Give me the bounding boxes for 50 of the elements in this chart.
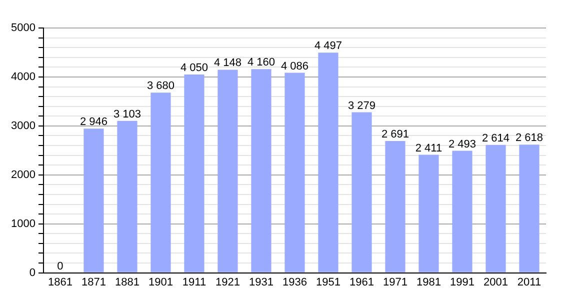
bar xyxy=(84,128,104,272)
x-tick-label: 2011 xyxy=(517,276,542,288)
bar xyxy=(519,144,540,272)
bar xyxy=(318,52,338,272)
x-tick-label: 1951 xyxy=(316,276,340,288)
bar xyxy=(452,150,472,272)
bar xyxy=(218,70,238,272)
data-label: 4 148 xyxy=(214,57,242,70)
data-label: 2 614 xyxy=(482,132,510,144)
data-label: 3 103 xyxy=(113,108,141,120)
x-tick-label: 1881 xyxy=(114,276,140,288)
data-label: 2 411 xyxy=(415,142,442,154)
x-tick-label: 1871 xyxy=(81,276,106,288)
bar xyxy=(284,72,305,272)
x-tick-label: 2001 xyxy=(484,276,508,288)
data-label: 2 618 xyxy=(515,132,544,144)
data-label: 4 497 xyxy=(314,40,342,52)
bar xyxy=(150,92,171,272)
x-tick-label: 1961 xyxy=(349,276,374,288)
x-tick-label: 1901 xyxy=(148,276,173,288)
bar xyxy=(117,120,138,272)
data-label: 2 691 xyxy=(381,128,410,141)
x-tick-label: 1981 xyxy=(416,276,441,288)
bar xyxy=(352,112,372,272)
data-label: 4 086 xyxy=(280,60,308,72)
bar xyxy=(251,69,272,272)
y-tick-label: 1000 xyxy=(10,218,36,230)
x-tick-label: 1936 xyxy=(282,276,307,288)
y-tick-label: 2000 xyxy=(10,168,36,181)
data-label: 3 279 xyxy=(348,100,376,112)
data-label: 3 680 xyxy=(146,80,174,92)
data-label: 4 050 xyxy=(180,62,208,74)
bar xyxy=(184,74,204,272)
data-label: 2 493 xyxy=(448,138,476,150)
x-tick-label: 1911 xyxy=(182,276,206,288)
y-tick-label: 3000 xyxy=(10,120,36,132)
y-tick-label: 0 xyxy=(29,266,36,279)
x-tick-label: 1861 xyxy=(48,276,72,288)
data-label: 0 xyxy=(57,260,64,272)
bar xyxy=(486,144,506,272)
bar xyxy=(418,154,439,272)
x-tick-label: 1931 xyxy=(248,276,274,288)
y-tick-label: 4000 xyxy=(10,70,36,83)
bar xyxy=(385,141,406,272)
x-tick-label: 1921 xyxy=(215,276,240,288)
x-tick-label: 1971 xyxy=(383,276,408,288)
data-label: 4 160 xyxy=(247,56,275,69)
x-tick-label: 1991 xyxy=(450,276,474,288)
data-label: 2 946 xyxy=(80,116,108,128)
y-tick-label: 5000 xyxy=(10,22,36,34)
